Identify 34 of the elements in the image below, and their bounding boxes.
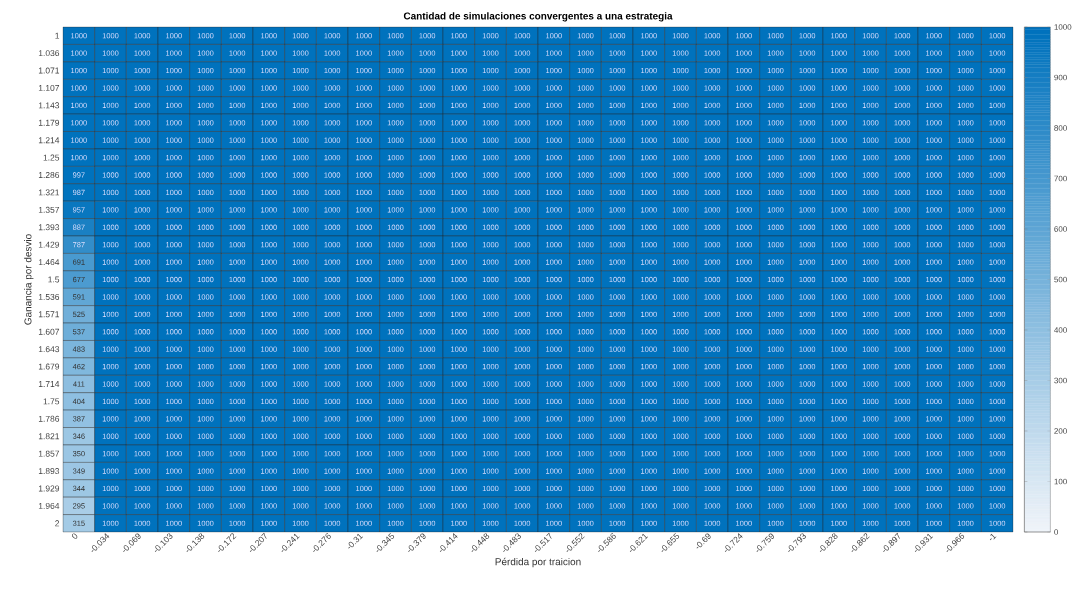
y-tick-label: 1.857 [38,450,60,457]
y-tick-label: 1.607 [38,328,60,335]
y-tick-label: 1.036 [38,50,60,57]
y-tick-label: 1.929 [38,485,60,492]
y-tick-label: 1 [55,32,60,39]
y-tick-label: 1.393 [38,224,60,231]
y-tick-label: 1.286 [38,172,60,179]
y-tick-label: 1.464 [38,259,60,266]
x-axis-title: Pérdida por traicion [495,557,581,568]
y-tick-label: 1.179 [38,119,60,126]
y-tick-label: 1.5 [48,276,60,283]
y-tick-label: 1.143 [38,102,60,109]
y-tick-label: 1.571 [38,311,60,318]
y-tick-label: 1.357 [38,206,60,213]
y-tick-label: 1.893 [38,468,60,475]
y-tick-label: 1.071 [38,67,60,74]
y-tick-label: 1.821 [38,433,60,440]
y-axis-title: Ganancia por desvio [24,234,34,325]
y-tick-label: 1.964 [38,502,60,509]
y-tick-label: 1.643 [38,346,60,353]
x-tick-label: -1 [989,533,997,541]
y-tick-label: 1.536 [38,293,60,300]
chart-title: Cantidad de simulaciones convergentes a una estrategia [403,12,673,22]
y-tick-label: 2 [55,520,60,527]
y-tick-label: 1.107 [38,84,60,91]
y-tick-label: 1.321 [38,189,60,196]
y-tick-label: 1.75 [43,398,60,405]
y-tick-label: 1.679 [38,363,60,370]
y-tick-label: 1.714 [38,381,60,387]
x-tick-label: 0 [71,533,78,539]
y-tick-label: 1.214 [38,137,60,144]
y-tick-label: 1.429 [38,241,60,248]
y-tick-label: 1.25 [43,154,60,161]
y-tick-label: 1.786 [38,415,60,422]
